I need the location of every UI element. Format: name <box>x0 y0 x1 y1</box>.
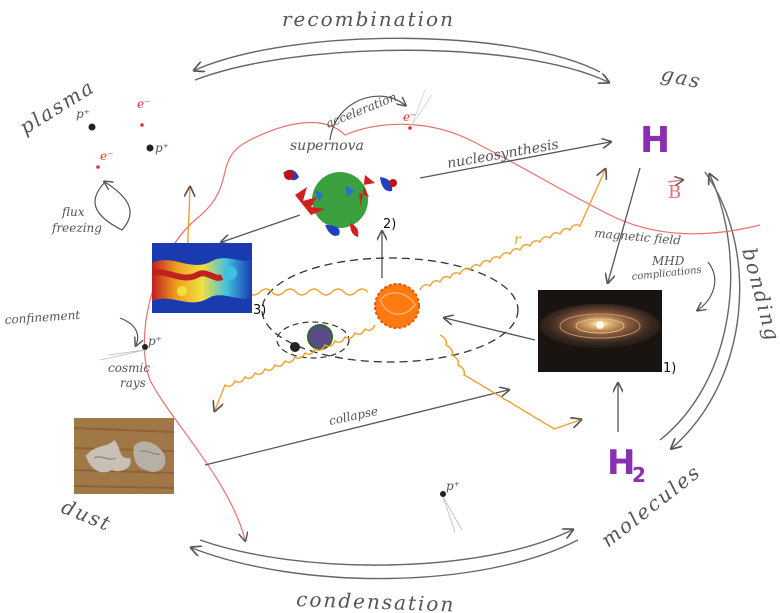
label-confinement: confinement <box>4 308 81 327</box>
confinement-arrow <box>119 317 138 345</box>
label-proton-4: p⁺ <box>446 479 460 493</box>
label-bonding: bonding <box>737 245 780 345</box>
disk-to-star-arrow <box>445 318 536 341</box>
label-dust: dust <box>58 494 115 536</box>
label-complications: complications <box>631 265 702 283</box>
supernova-to-turbulence-arrow <box>222 214 301 242</box>
label-proton-2: p⁺ <box>155 141 169 155</box>
supernova-image <box>283 169 397 237</box>
recombination-arrow <box>195 37 601 73</box>
dust-image <box>74 418 174 494</box>
label-electron-1: e⁻ <box>137 97 150 111</box>
acceleration-arrow <box>329 95 405 141</box>
h-to-disk-arrow <box>608 167 641 282</box>
orbit-outer <box>261 257 519 363</box>
bonding-arrow <box>672 171 741 448</box>
label-magnetic-field: magnetic field <box>594 226 682 248</box>
bonding-arrow-return <box>659 175 732 441</box>
condensation-arrow-return <box>199 530 572 566</box>
hydrogen-subscript: 2 <box>632 463 646 487</box>
caption-disk: 1) <box>663 361 676 376</box>
hydrogen-molecule: H <box>607 443 635 483</box>
star <box>374 283 420 329</box>
label-radiation-r: r <box>514 232 522 248</box>
label-condensation: condensation <box>296 587 456 613</box>
label-supernova: supernova <box>290 138 364 154</box>
mhd-arrow <box>698 261 716 310</box>
planet-small <box>290 342 300 352</box>
label-recombination: recombination <box>282 7 455 31</box>
caption-supernova: 2) <box>383 217 396 232</box>
protoplanetary-disk-image <box>538 290 662 372</box>
b-field-vector-arrow <box>667 180 682 182</box>
label-gas: gas <box>659 61 704 93</box>
label-rays: rays <box>120 376 146 390</box>
label-freezing: freezing <box>51 221 102 235</box>
nucleosynthesis-arrow <box>419 142 610 179</box>
label-flux: flux <box>61 205 85 219</box>
particles <box>88 89 463 533</box>
magnetic-field-line <box>143 122 761 541</box>
planet-large <box>307 324 333 350</box>
label-proton-3: p⁺ <box>148 334 162 348</box>
label-mhd: MHD <box>651 254 685 268</box>
flux-freezing-arrow <box>94 182 131 231</box>
label-proton-1: p⁺ <box>76 107 90 121</box>
label-electron-2: e⁻ <box>100 149 113 163</box>
recombination-arrow-return <box>194 49 608 82</box>
b-field-symbol: B <box>668 182 681 203</box>
label-nucleosynthesis: nucleosynthesis <box>446 137 560 172</box>
turbulence-image <box>152 243 252 313</box>
condensation-arrow <box>192 539 579 580</box>
collapse-arrow <box>204 390 508 466</box>
orbit-inner <box>276 321 350 359</box>
hydrogen-atom: H <box>640 120 670 161</box>
caption-turbulence: 3) <box>253 303 266 318</box>
label-cosmic: cosmic <box>108 361 150 375</box>
label-electron-3: e⁻ <box>403 110 416 124</box>
